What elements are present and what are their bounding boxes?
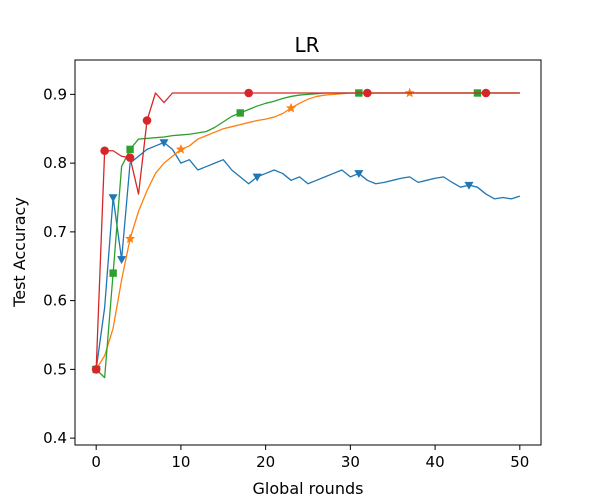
data-point (108, 194, 118, 203)
x-axis-label: Global rounds (253, 479, 364, 498)
x-axis: 0 10 20 30 40 50 (91, 445, 529, 471)
chart-title: LR (294, 33, 319, 57)
x-tick-label: 30 (341, 453, 360, 471)
y-axis-label: Test Accuracy (10, 197, 29, 308)
y-tick-label: 0.6 (43, 292, 67, 310)
y-tick-label: 0.9 (43, 85, 67, 103)
x-tick-label: 40 (426, 453, 445, 471)
x-tick-label: 10 (171, 453, 190, 471)
y-tick-label: 0.5 (43, 360, 67, 378)
data-point (236, 109, 244, 117)
data-point (252, 173, 262, 182)
data-point (159, 139, 169, 148)
plot-frame (74, 59, 542, 446)
y-axis: 0.4 0.5 0.6 0.7 0.8 0.9 (43, 85, 75, 447)
series-line (95, 92, 520, 370)
data-point (126, 145, 134, 154)
data-point (142, 116, 152, 125)
data-point (117, 256, 127, 264)
data-point (286, 102, 297, 113)
data-point (175, 144, 186, 154)
series-0 (91, 139, 521, 374)
plot-series-group (91, 87, 521, 379)
data-point (125, 153, 135, 162)
data-point (481, 88, 491, 98)
data-point (125, 233, 136, 244)
x-tick-label: 20 (256, 453, 275, 471)
data-point (363, 88, 372, 98)
data-point (464, 181, 474, 190)
x-tick-label: 50 (510, 453, 529, 471)
series-line (95, 141, 521, 370)
data-point (244, 88, 253, 98)
y-tick-label: 0.8 (43, 154, 67, 172)
data-point (354, 170, 364, 179)
data-point (100, 146, 109, 156)
series-3 (91, 88, 520, 374)
data-point (91, 365, 101, 374)
data-point (109, 269, 117, 277)
x-tick-label: 0 (91, 453, 101, 471)
y-tick-label: 0.7 (43, 223, 67, 241)
y-tick-label: 0.4 (43, 429, 67, 447)
